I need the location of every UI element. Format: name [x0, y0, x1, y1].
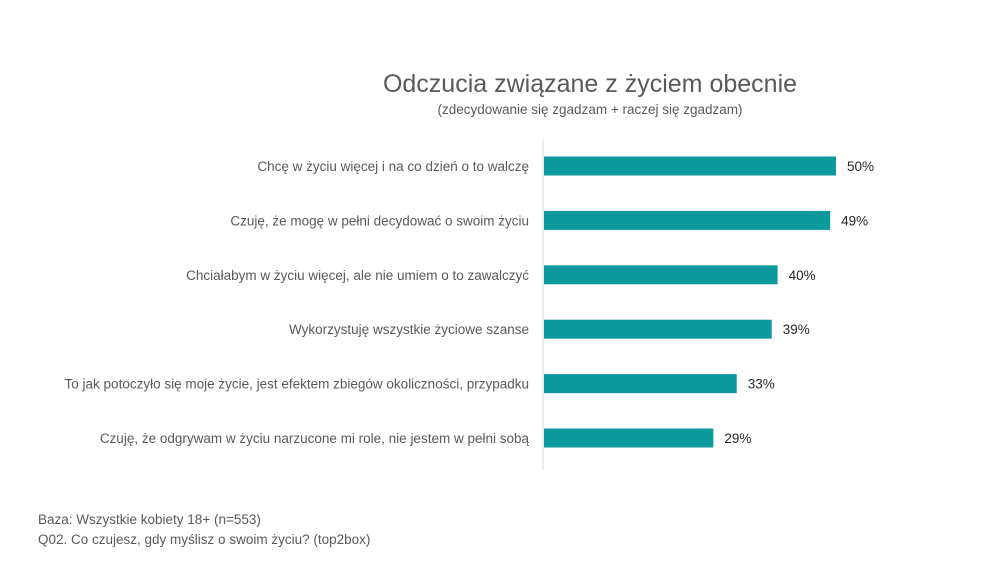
bar — [544, 210, 831, 230]
value-label: 29% — [724, 431, 751, 446]
footnote-question: Q02. Co czujesz, gdy myślisz o swoim życ… — [38, 532, 371, 547]
value-label: 50% — [847, 159, 874, 174]
category-label: Czuję, że odgrywam w życiu narzucone mi … — [100, 431, 530, 446]
category-label: Chcę w życiu więcej i na co dzień o to w… — [257, 159, 529, 174]
category-label: Chciałabym w życiu więcej, ale nie umiem… — [186, 268, 529, 283]
bar — [544, 428, 714, 448]
footnote-base: Baza: Wszystkie kobiety 18+ (n=553) — [38, 512, 261, 527]
value-label: 40% — [789, 268, 816, 283]
value-label: 33% — [748, 377, 775, 392]
category-label: To jak potoczyło się moje życie, jest ef… — [65, 377, 529, 392]
bar — [544, 156, 836, 176]
chart-subtitle: (zdecydowanie się zgadzam + raczej się z… — [437, 102, 743, 117]
bar — [544, 374, 737, 394]
value-label: 49% — [841, 213, 868, 228]
bar — [544, 319, 772, 339]
value-label: 39% — [783, 322, 810, 337]
category-label: Wykorzystuję wszystkie życiowe szanse — [289, 322, 529, 337]
bar — [544, 265, 778, 285]
chart-title: Odczucia związane z życiem obecnie — [382, 70, 798, 98]
category-label: Czuję, że mogę w pełni decydować o swoim… — [230, 213, 529, 228]
